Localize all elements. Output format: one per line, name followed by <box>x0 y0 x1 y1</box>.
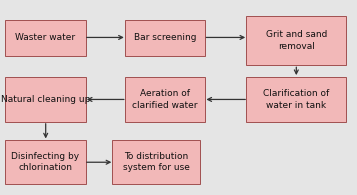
FancyBboxPatch shape <box>125 77 205 122</box>
FancyBboxPatch shape <box>125 20 205 56</box>
FancyBboxPatch shape <box>5 140 86 184</box>
FancyBboxPatch shape <box>5 20 86 56</box>
Text: Bar screening: Bar screening <box>134 33 196 42</box>
Text: Natural cleaning up: Natural cleaning up <box>1 95 90 104</box>
Text: Waster water: Waster water <box>15 33 76 42</box>
Text: To distribution
system for use: To distribution system for use <box>123 152 190 172</box>
FancyBboxPatch shape <box>246 16 346 65</box>
Text: Clarification of
water in tank: Clarification of water in tank <box>263 89 330 110</box>
Text: Aeration of
clarified water: Aeration of clarified water <box>132 89 198 110</box>
FancyBboxPatch shape <box>112 140 200 184</box>
Text: Disinfecting by
chlorination: Disinfecting by chlorination <box>11 152 80 172</box>
FancyBboxPatch shape <box>246 77 346 122</box>
FancyBboxPatch shape <box>5 77 86 122</box>
Text: Grit and sand
removal: Grit and sand removal <box>266 30 327 51</box>
